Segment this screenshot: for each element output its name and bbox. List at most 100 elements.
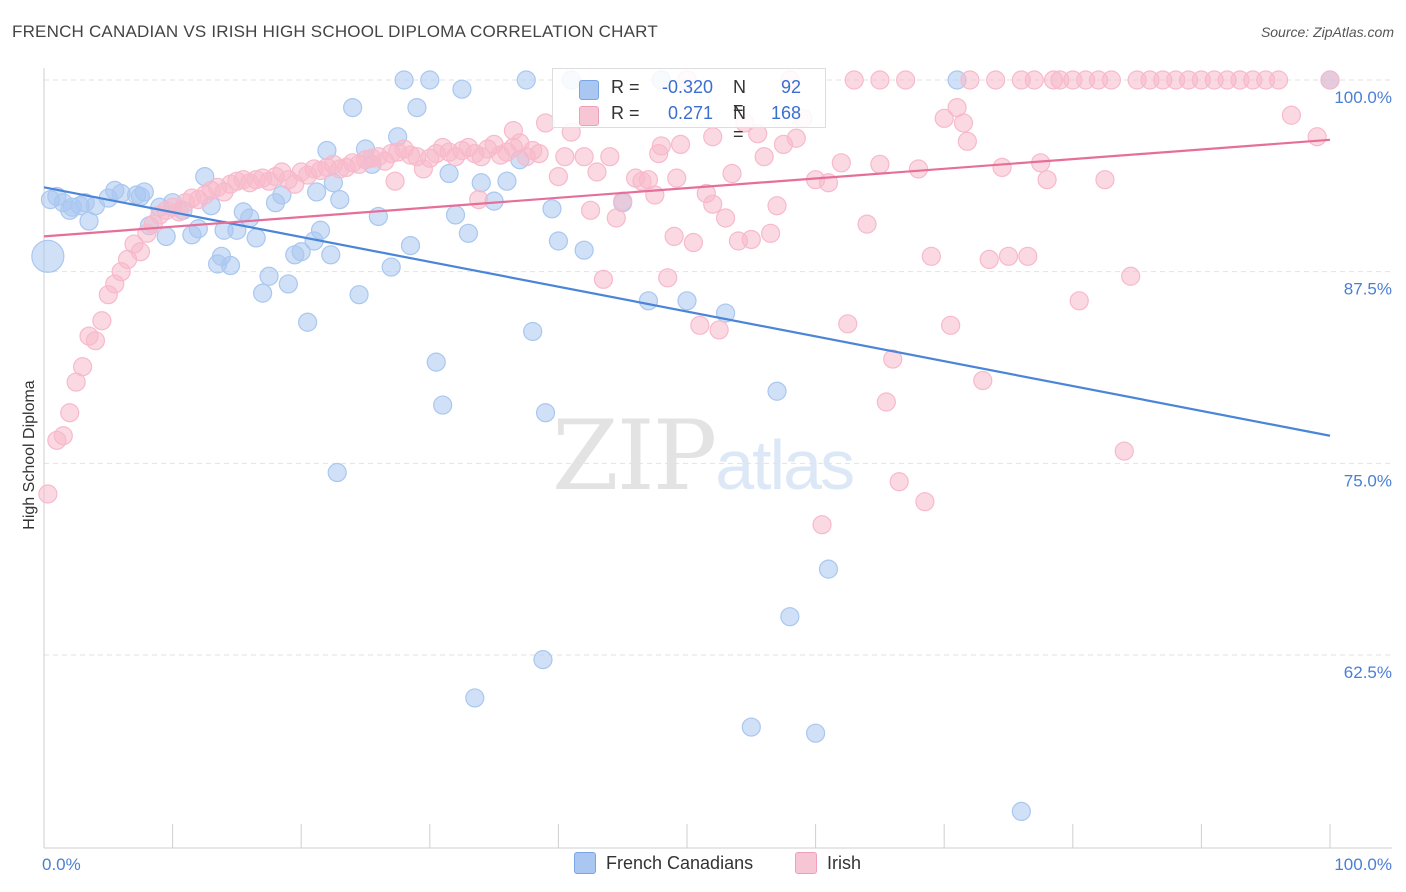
point-french-canadians <box>253 283 273 303</box>
point-french-canadians <box>548 231 569 251</box>
point-irish <box>986 70 1006 90</box>
point-french-canadians <box>452 79 472 99</box>
point-french-canadians <box>677 291 697 311</box>
point-irish <box>1018 246 1038 266</box>
point-irish <box>934 108 954 128</box>
legend-swatch <box>574 852 596 874</box>
point-irish <box>786 128 806 148</box>
point-irish <box>606 208 626 228</box>
point-french-canadians <box>291 242 311 262</box>
point-irish <box>889 472 909 492</box>
trend-line-irish <box>43 138 1331 238</box>
point-irish <box>960 70 980 90</box>
point-irish <box>998 246 1019 266</box>
point-irish <box>1101 70 1121 90</box>
point-irish <box>703 127 723 147</box>
point-french-canadians <box>327 462 347 483</box>
series-legend: French Canadians Irish <box>0 852 1406 878</box>
point-irish <box>385 171 405 191</box>
point-french-canadians <box>535 403 556 423</box>
point-irish <box>72 357 93 377</box>
point-french-canadians <box>523 321 543 342</box>
point-irish <box>973 370 993 391</box>
point-irish <box>876 392 896 412</box>
legend-label: French Canadians <box>606 852 754 873</box>
point-french-canadians <box>349 285 369 305</box>
point-irish <box>649 144 669 164</box>
r-value: -0.320 <box>661 77 713 97</box>
y-tick-label: 100.0% <box>1334 88 1392 107</box>
point-irish <box>600 147 620 167</box>
point-irish <box>130 242 151 262</box>
point-irish <box>915 492 935 512</box>
point-irish <box>838 314 858 334</box>
point-irish <box>715 208 736 228</box>
swatch-irish <box>579 106 599 126</box>
n-label: N = <box>733 103 746 144</box>
legend-swatch <box>795 852 817 874</box>
point-irish <box>1268 70 1289 90</box>
chart-title: FRENCH CANADIAN VS IRISH HIGH SCHOOL DIP… <box>12 22 658 41</box>
point-french-canadians <box>330 190 350 210</box>
point-irish <box>1024 70 1044 90</box>
point-irish <box>1281 105 1302 125</box>
point-french-canadians <box>780 607 800 627</box>
point-french-canadians <box>741 717 761 737</box>
point-irish <box>812 515 832 535</box>
point-irish <box>703 194 723 214</box>
point-french-canadians <box>321 245 341 265</box>
point-french-canadians <box>259 266 279 286</box>
point-irish <box>60 403 80 423</box>
watermark-atlas: atlas <box>715 426 855 504</box>
point-irish <box>645 185 665 205</box>
point-irish <box>587 162 607 182</box>
point-irish <box>722 163 742 184</box>
point-french-canadians <box>767 381 787 401</box>
point-french-canadians <box>343 97 363 118</box>
point-french-canadians <box>497 171 517 191</box>
source-label: Source: ZipAtlas.com <box>1260 24 1394 40</box>
point-irish <box>870 154 890 174</box>
legend-item-irish[interactable]: Irish <box>795 852 861 874</box>
x-tick-label: 0.0% <box>42 855 81 874</box>
point-irish <box>580 200 601 220</box>
point-french-canadians <box>307 182 327 202</box>
point-french-canadians <box>1011 801 1031 822</box>
point-irish <box>953 113 974 133</box>
legend-label: Irish <box>827 852 862 873</box>
point-french-canadians <box>394 70 414 90</box>
point-irish <box>1307 127 1327 147</box>
point-french-canadians <box>407 97 427 118</box>
y-tick-label: 75.0% <box>1344 471 1392 490</box>
point-french-canadians <box>130 186 151 207</box>
point-french-canadians <box>188 219 208 239</box>
point-french-canadians <box>805 723 826 743</box>
y-tick-label: 87.5% <box>1344 280 1392 299</box>
point-irish <box>667 168 687 188</box>
point-irish <box>870 70 890 90</box>
point-french-canadians <box>381 257 401 277</box>
point-irish <box>1320 70 1340 90</box>
point-irish <box>844 70 864 90</box>
point-irish <box>469 190 489 210</box>
point-french-canadians <box>31 239 65 273</box>
point-irish <box>85 331 106 351</box>
point-irish <box>941 315 961 335</box>
point-irish <box>908 159 929 179</box>
tick-labels: 62.5% 75.0% 87.5% 100.0% 0.0% 100.0% <box>42 88 1392 874</box>
point-french-canadians <box>638 291 659 311</box>
point-french-canadians <box>574 240 594 260</box>
legend-item-french-canadians[interactable]: French Canadians <box>574 852 753 874</box>
watermark: ZIPatlas <box>552 400 855 512</box>
point-french-canadians <box>246 228 266 248</box>
watermark-zip: ZIP <box>552 400 717 512</box>
point-irish <box>92 311 112 331</box>
y-tick-label: 62.5% <box>1344 663 1392 682</box>
point-irish <box>1095 170 1115 190</box>
swatch-french-canadians <box>579 80 599 100</box>
x-tick-label: 100.0% <box>1334 855 1392 874</box>
point-irish <box>883 349 903 369</box>
gridlines <box>44 79 1392 656</box>
point-irish <box>957 131 977 151</box>
point-irish <box>754 147 774 167</box>
